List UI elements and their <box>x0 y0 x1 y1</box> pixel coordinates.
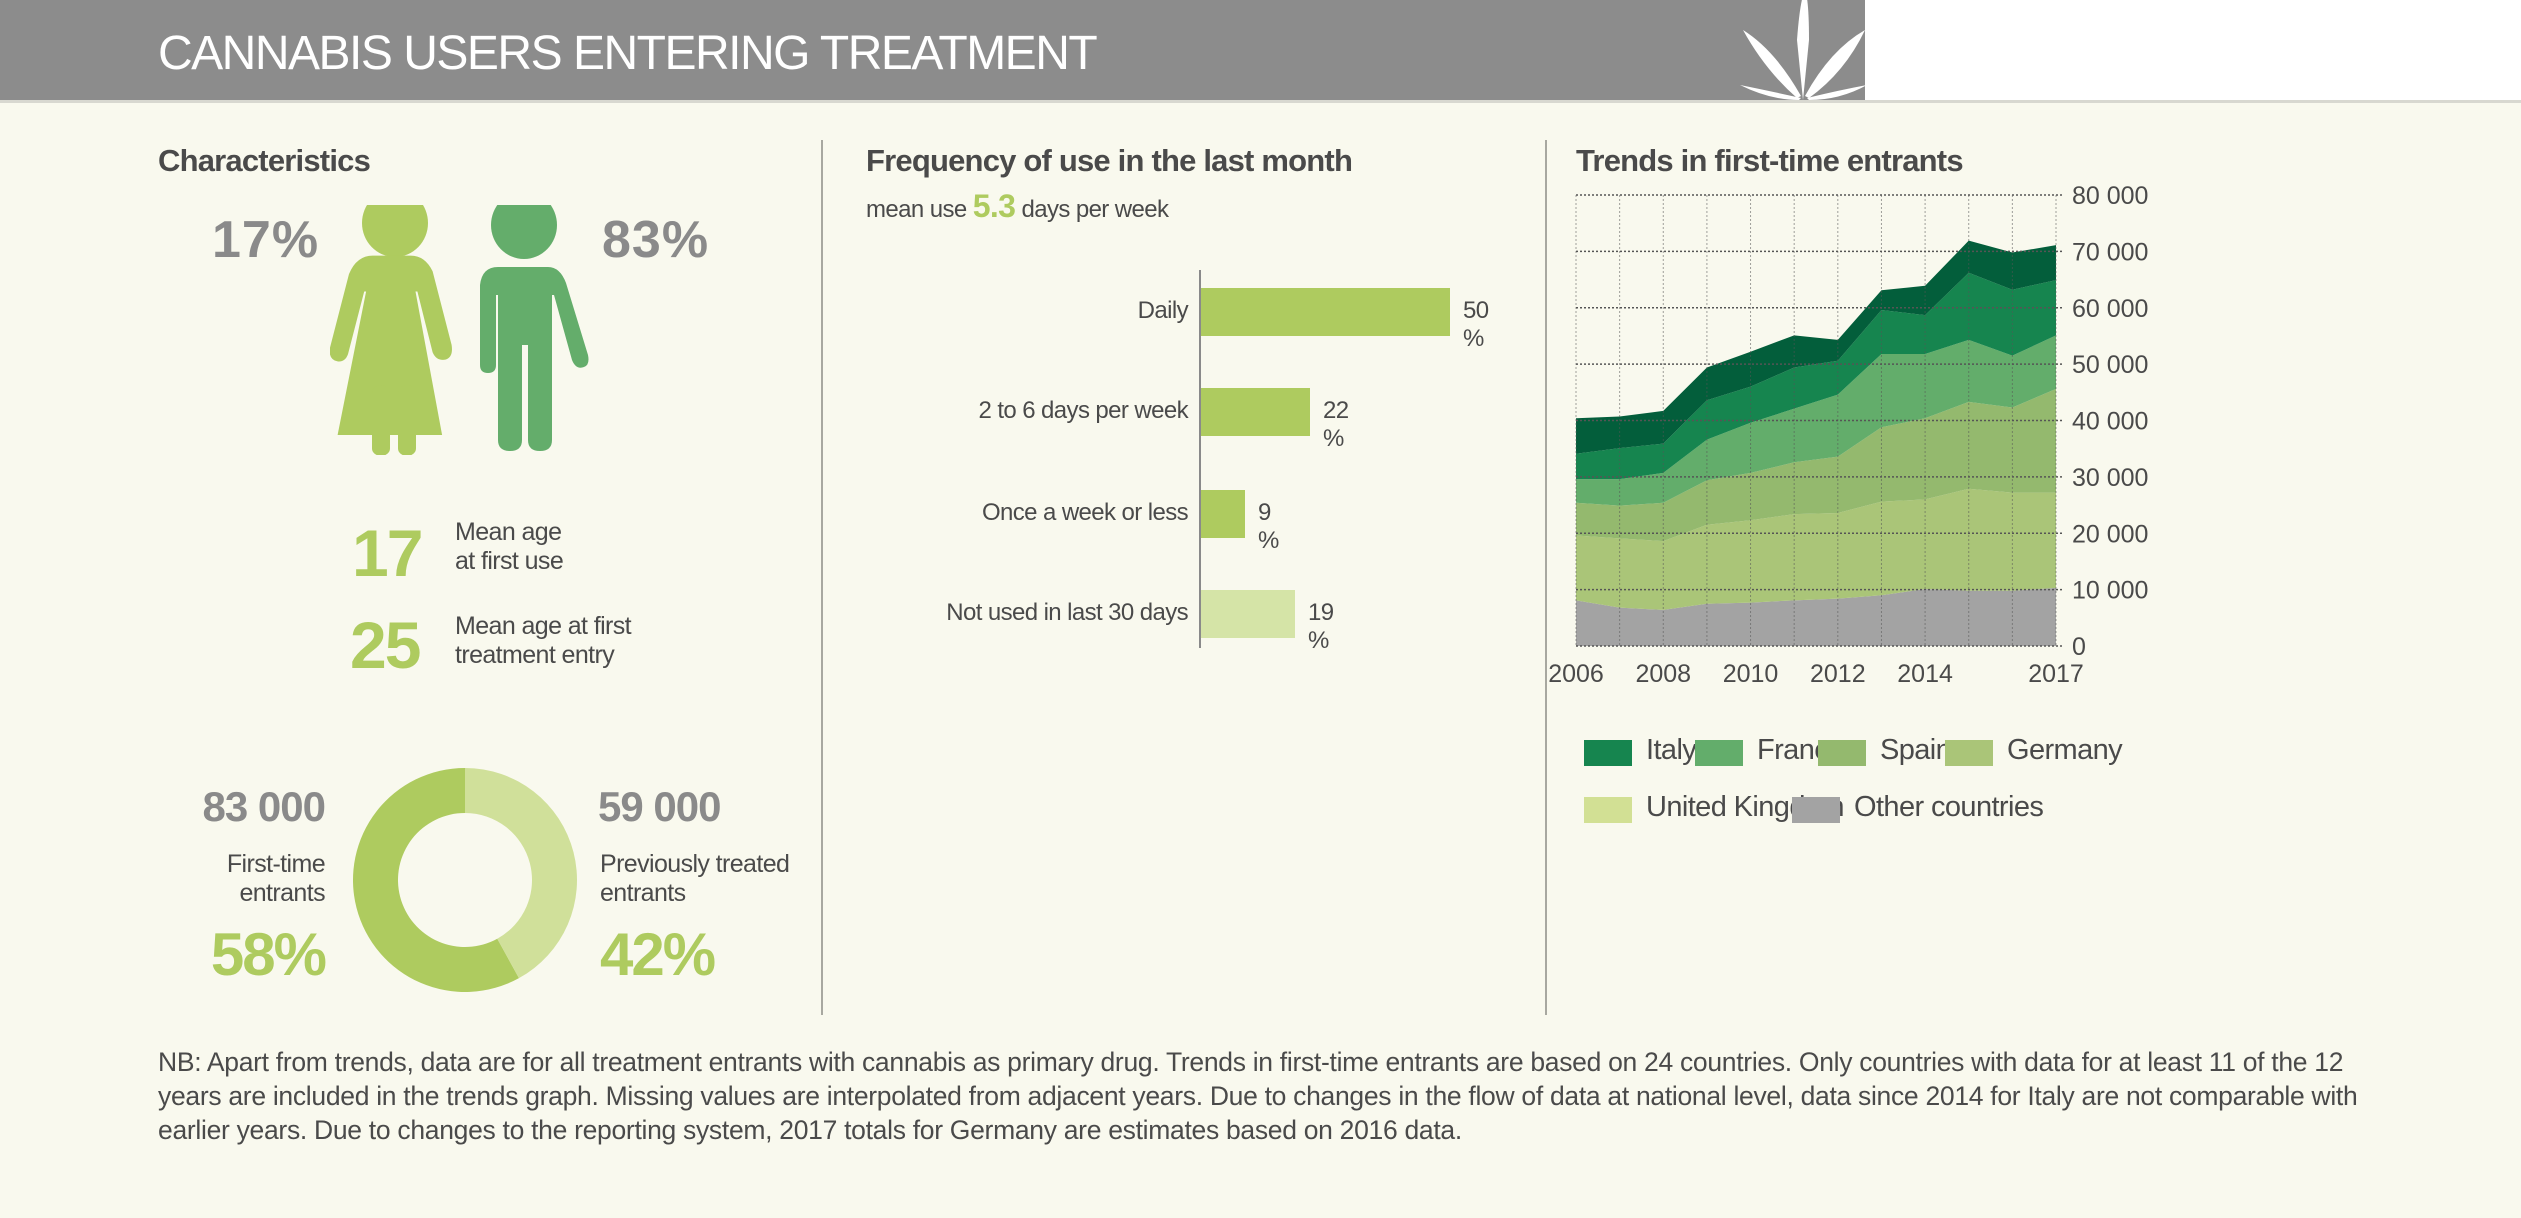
page-title: CANNABIS USERS ENTERING TREATMENT <box>158 27 1098 80</box>
y-tick-label: 40 000 <box>2072 408 2148 436</box>
y-tick-label: 60 000 <box>2072 295 2148 323</box>
previously-treated-label: Previously treated entrants <box>600 850 790 908</box>
first-time-percentage: 58% <box>210 921 327 988</box>
y-tick-label: 80 000 <box>2072 182 2148 210</box>
area-italy <box>1576 240 2056 454</box>
footnote: NB: Apart from trends, data are for all … <box>158 1047 2358 1145</box>
label-line: treatment entry <box>455 641 615 669</box>
female-figure-icon <box>330 205 452 455</box>
bar-value-label: 22 % <box>1323 397 1349 452</box>
legend-label: Other countries <box>1854 791 2044 823</box>
male-figure-icon <box>480 205 589 451</box>
legend-swatch <box>1792 797 1840 823</box>
bar <box>1200 490 1245 538</box>
bar-value-label: 50 % <box>1463 297 1489 352</box>
header-white-area <box>1865 0 2521 100</box>
bar-axis <box>1199 270 1201 648</box>
first-time-label: First-time entrants <box>150 850 326 908</box>
trends-title: Trends in first-time entrants <box>1576 143 1964 178</box>
label-line: Mean age <box>455 518 562 546</box>
x-tick-label: 2014 <box>1897 660 1953 688</box>
area-united-kingdom <box>1576 488 2056 610</box>
female-percentage: 17% <box>212 211 320 269</box>
bar-value-label: 9 % <box>1258 499 1279 554</box>
x-tick-label: 2008 <box>1635 660 1691 688</box>
legend-swatch <box>1695 740 1743 766</box>
area-germany <box>1576 388 2056 542</box>
age-first-use-label: Mean age at first use <box>455 518 564 576</box>
column-divider <box>821 140 823 1015</box>
x-tick-label: 2006 <box>1548 660 1604 688</box>
label-line: Previously treated <box>600 850 790 878</box>
y-tick-label: 20 000 <box>2072 520 2148 548</box>
label-line: First-time <box>226 850 326 878</box>
previously-treated-count: 59 000 <box>598 783 721 830</box>
x-tick-label: 2017 <box>2028 660 2084 688</box>
legend-label: Spain <box>1880 734 1952 766</box>
x-tick-label: 2012 <box>1810 660 1866 688</box>
legend-swatch <box>1945 740 1993 766</box>
label-line: entrants <box>239 879 325 907</box>
male-percentage: 83% <box>602 211 710 269</box>
y-tick-label: 0 <box>2072 633 2086 661</box>
age-first-use-value: 17 <box>352 516 423 590</box>
bar <box>1200 388 1310 436</box>
y-tick-label: 70 000 <box>2072 238 2148 266</box>
y-tick-label: 50 000 <box>2072 351 2148 379</box>
legend-swatch <box>1584 797 1632 823</box>
legend-label: Italy <box>1646 734 1697 766</box>
area-france <box>1576 272 2056 480</box>
bar <box>1200 590 1295 638</box>
y-tick-label: 10 000 <box>2072 577 2148 605</box>
donut-slice-previously-treated <box>465 768 577 979</box>
frequency-subtitle: mean use 5.3 days per week <box>866 188 1169 225</box>
bar-value-label: 19 % <box>1308 599 1334 654</box>
first-time-count: 83 000 <box>202 783 326 830</box>
previously-treated-percentage: 42% <box>600 921 716 988</box>
y-tick-label: 30 000 <box>2072 464 2148 492</box>
label-line: Mean age at first <box>455 612 632 640</box>
subtitle-text: mean use <box>866 196 967 223</box>
age-treatment-label: Mean age at first treatment entry <box>455 612 632 670</box>
subtitle-text: days per week <box>1021 196 1169 223</box>
characteristics-title: Characteristics <box>158 143 371 178</box>
legend-swatch <box>1584 740 1632 766</box>
label-line: at first use <box>455 547 564 575</box>
area-other-countries <box>1576 587 2056 646</box>
bar-category-label: 2 to 6 days per week <box>978 397 1189 424</box>
header-divider <box>0 100 2521 103</box>
trends-area-chart: 0 10 000 20 000 30 000 40 000 50 000 60 000 70 … <box>1548 182 2148 688</box>
donut-slice-first-time <box>353 768 519 992</box>
bar-category-label: Daily <box>1137 297 1189 324</box>
cannabis-leaf-icon <box>1740 0 1867 100</box>
x-tick-label: 2010 <box>1723 660 1779 688</box>
legend-swatch <box>1818 740 1866 766</box>
mean-use-value: 5.3 <box>972 188 1016 224</box>
bar <box>1200 288 1450 336</box>
bar-category-label: Once a week or less <box>981 499 1189 526</box>
gender-figures <box>330 205 589 455</box>
age-treatment-value: 25 <box>350 608 421 682</box>
header-band <box>0 0 1865 100</box>
frequency-title: Frequency of use in the last month <box>866 143 1353 178</box>
label-line: entrants <box>600 879 686 907</box>
entrants-donut-chart <box>353 768 577 992</box>
legend-label: Germany <box>2007 734 2123 766</box>
column-divider <box>1545 140 1547 1015</box>
bar-category-label: Not used in last 30 days <box>946 599 1188 626</box>
